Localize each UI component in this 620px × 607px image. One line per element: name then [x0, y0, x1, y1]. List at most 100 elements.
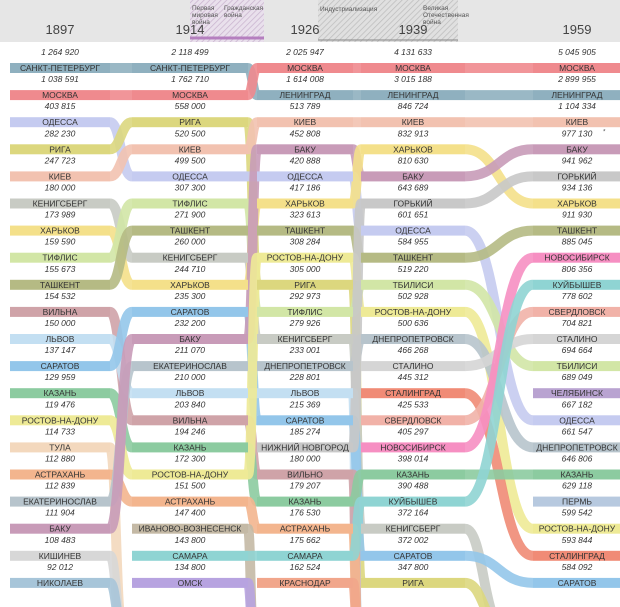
band-1914-ростов-на-дону: [132, 469, 248, 480]
value-label-1959-пермь: 629 118: [562, 481, 592, 491]
flow-0-тифлис: [107, 198, 135, 263]
value-label-1959-днепропетровск: 661 547: [562, 426, 593, 436]
band-1897-саратов: [10, 361, 110, 372]
value-label-1959-горький: 941 962: [562, 155, 593, 165]
value-label-1897-николаев: 92 012: [47, 562, 73, 572]
value-label-1926-астрахань: 176 530: [290, 508, 321, 518]
band-1897-николаев: [10, 577, 110, 588]
city-label-1914-москва: МОСКВА: [172, 90, 208, 100]
city-label-1959-ростов-на-дону: РОСТОВ-НА-ДОНУ: [539, 524, 616, 534]
band-1959-тбилиси: [533, 361, 620, 372]
value-label-1959-казань: 646 806: [562, 454, 593, 464]
city-label-1939-одесса: ОДЕССА: [395, 226, 431, 236]
flow-3-харьков: [464, 144, 534, 209]
value-label-1926-краснодар: 162 524: [290, 562, 321, 572]
value-label-1926-одесса: 420 888: [290, 155, 321, 165]
flow-1-ростов-на-дону: [243, 252, 262, 480]
city-label-1914-астрахань: АСТРАХАНЬ: [165, 497, 216, 507]
city-label-1926-баку: БАКУ: [294, 144, 316, 154]
city-label-1939-ростов-на-дону: РОСТОВ-НА-ДОНУ: [375, 307, 452, 317]
band-1959-днепропетровск: [533, 442, 620, 453]
band-1939-днепропетровск: [361, 334, 465, 344]
city-label-1926-вильно: ВИЛЬНО: [287, 470, 323, 480]
band-1939-кенигсберг: [361, 523, 465, 534]
value-label-1959-баку: 977 130: [562, 128, 593, 138]
band-1959-харьков: [533, 198, 620, 209]
band-1926-ростов-на-дону: [257, 252, 353, 263]
band-1959-ленинград: [533, 90, 620, 101]
value-label-1939-тбилиси: 519 220: [398, 264, 429, 274]
band-1897-ростов-на-дону: [10, 415, 110, 426]
city-label-1926-саратов: САРАТОВ: [286, 415, 325, 425]
band-1939-куйбышев: [361, 496, 465, 507]
band-1939-киев: [361, 117, 465, 128]
flow-3-кенигсберг: [462, 523, 496, 607]
city-label-1897-николаев: НИКОЛАЕВ: [37, 578, 84, 588]
band-1914-баку: [132, 334, 248, 344]
value-label-1939-куйбышев: 390 488: [398, 481, 429, 491]
city-label-1939-киев: КИЕВ: [402, 117, 425, 127]
value-label-1914-москва: 1 762 710: [171, 74, 209, 84]
value-label-1926-самара: 175 662: [290, 535, 321, 545]
value-label-1939-новосибирск: 405 297: [398, 426, 429, 436]
flow-0-ташкент: [107, 225, 135, 290]
value-label-1897-ташкент: 155 673: [45, 264, 76, 274]
band-1914-астрахань: [132, 496, 248, 507]
value-label-1939-одесса: 601 651: [398, 210, 429, 220]
city-label-1914-екатеринослав: ЕКАТЕРИНОСЛАВ: [153, 361, 227, 371]
band-1897-тула: [10, 442, 110, 453]
value-label-1939-ташкент: 584 955: [398, 237, 429, 247]
band-1939-горький: [361, 198, 465, 209]
flow-3-саратов: [464, 550, 534, 588]
value-label-1926-харьков: 417 186: [290, 183, 321, 193]
city-label-1939-ленинград: ЛЕНИНГРАД: [387, 90, 438, 100]
flow-2-харьков: [348, 144, 366, 209]
city-label-1914-иваново-вознесенск: ИВАНОВО-ВОЗНЕСЕНСК: [139, 524, 242, 534]
city-label-1939-баку: БАКУ: [402, 171, 424, 181]
band-1914-харьков: [132, 279, 248, 290]
band-1939-ленинград: [361, 90, 465, 101]
city-label-1926-одесса: ОДЕССА: [287, 171, 323, 181]
band-1914-самара: [132, 550, 248, 561]
value-label-1914-кенигсберг: 260 000: [174, 237, 206, 247]
band-1897-львов: [10, 334, 110, 344]
value-label-1897-одесса: 403 815: [45, 101, 76, 111]
band-1959-москва: [533, 63, 620, 73]
city-label-1939-новосибирск: НОВОСИБИРСК: [380, 442, 445, 452]
city-label-1897-баку: БАКУ: [49, 524, 71, 534]
value-label-1926-ленинград: 1 614 008: [286, 74, 324, 84]
header-band: Первая мировая война Гражданская война Индуст…: [0, 0, 620, 42]
city-label-1897-кишинев: КИШИНЕВ: [39, 551, 82, 561]
band-1914-вильна: [132, 415, 248, 426]
flow-3-рига: [463, 577, 491, 607]
city-label-1897-одесса: ОДЕССА: [42, 117, 78, 127]
value-label-1914-тифлис: 307 300: [175, 183, 206, 193]
city-label-1959-горький: ГОРЬКИЙ: [557, 170, 596, 181]
city-label-1939-кенигсберг: КЕНИГСБЕРГ: [386, 524, 441, 534]
band-1897-екатеринослав: [10, 496, 110, 507]
city-label-1914-баку: БАКУ: [179, 334, 201, 344]
city-label-1897-рига: РИГА: [49, 144, 71, 154]
value-label-1897-рига: 282 230: [44, 128, 76, 138]
city-label-1926-днепропетровск: ДНЕПРОПЕТРОВСК: [264, 361, 345, 371]
note-mark-1959-баку: *: [603, 128, 606, 135]
band-1897-одесса: [10, 117, 110, 128]
year-label-1926: 1926: [291, 22, 320, 37]
city-label-1926-рига: РИГА: [294, 280, 316, 290]
value-label-1926-москва: 2 025 947: [285, 47, 324, 57]
city-label-1959-одесса: ОДЕССА: [559, 415, 595, 425]
city-label-1897-екатеринослав: ЕКАТЕРИНОСЛАВ: [23, 497, 97, 507]
band-1897-кенигсберг: [10, 198, 110, 209]
band-1914-иваново-вознесенск: [132, 523, 248, 534]
value-label-1926-тифлис: 292 973: [289, 291, 321, 301]
band-1897-тифлис: [10, 252, 110, 263]
period-band-industrialization: [318, 0, 458, 42]
band-1926-вильно: [257, 469, 353, 480]
city-label-1939-ташкент: ТАШКЕНТ: [393, 253, 433, 263]
band-1939-рига: [361, 577, 465, 588]
value-label-1959-куйбышев: 806 356: [562, 264, 593, 274]
year-label-1959: 1959: [563, 22, 592, 37]
band-1914-тифлис: [132, 198, 248, 209]
city-label-1914-казань: КАЗАНЬ: [173, 442, 206, 452]
band-1914-казань: [132, 442, 248, 453]
